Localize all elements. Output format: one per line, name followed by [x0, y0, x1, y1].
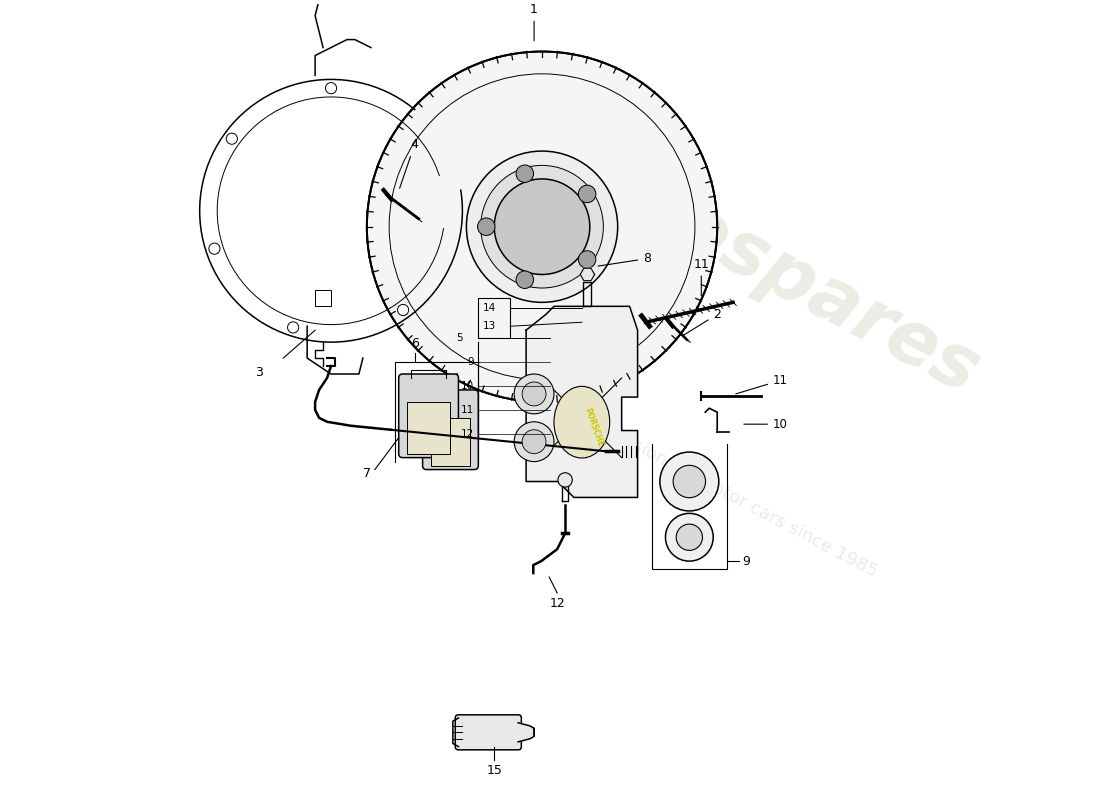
Circle shape — [673, 466, 705, 498]
Text: eurospares: eurospares — [539, 123, 991, 410]
FancyBboxPatch shape — [455, 715, 521, 750]
FancyBboxPatch shape — [422, 390, 478, 470]
Polygon shape — [581, 268, 595, 281]
Circle shape — [516, 165, 534, 182]
Text: 15: 15 — [486, 764, 503, 777]
Circle shape — [397, 305, 409, 315]
Bar — [478, 298, 510, 338]
Text: 8: 8 — [598, 252, 651, 266]
Circle shape — [660, 452, 718, 511]
FancyBboxPatch shape — [398, 374, 459, 458]
Bar — [407, 402, 451, 454]
Circle shape — [516, 271, 534, 289]
Bar — [430, 418, 471, 466]
Text: 9: 9 — [468, 357, 474, 367]
Text: 12: 12 — [461, 429, 474, 438]
Polygon shape — [526, 306, 638, 498]
Text: 6: 6 — [410, 337, 419, 350]
Circle shape — [514, 422, 554, 462]
Circle shape — [227, 133, 238, 144]
Text: 9: 9 — [742, 554, 750, 568]
Circle shape — [367, 51, 717, 402]
Circle shape — [558, 473, 572, 487]
Text: 10: 10 — [744, 418, 788, 430]
Text: 10: 10 — [461, 381, 474, 391]
Circle shape — [579, 185, 596, 202]
Ellipse shape — [554, 386, 609, 458]
Circle shape — [514, 374, 554, 414]
Circle shape — [466, 151, 618, 302]
Text: 13: 13 — [482, 322, 496, 331]
Text: 3: 3 — [255, 366, 263, 379]
Circle shape — [481, 166, 603, 288]
Bar — [315, 290, 331, 306]
Text: 11: 11 — [693, 258, 710, 295]
Circle shape — [579, 250, 596, 268]
Text: 2: 2 — [684, 308, 722, 335]
Circle shape — [522, 430, 546, 454]
Text: 12: 12 — [549, 597, 565, 610]
Circle shape — [477, 218, 495, 235]
Text: 11: 11 — [736, 374, 788, 394]
Circle shape — [494, 179, 590, 274]
Text: a passion for motor cars since 1985: a passion for motor cars since 1985 — [586, 414, 880, 582]
Circle shape — [522, 382, 546, 406]
Circle shape — [676, 524, 703, 550]
Polygon shape — [518, 722, 535, 742]
Text: 7: 7 — [363, 467, 371, 480]
Text: 5: 5 — [455, 333, 462, 343]
Circle shape — [666, 514, 713, 561]
Text: 4: 4 — [399, 138, 419, 188]
Text: 14: 14 — [482, 303, 496, 313]
Circle shape — [287, 322, 299, 333]
Text: PORSCHE: PORSCHE — [583, 406, 605, 448]
Circle shape — [326, 82, 337, 94]
Circle shape — [209, 243, 220, 254]
Text: 11: 11 — [461, 405, 474, 415]
Text: 1: 1 — [530, 2, 538, 41]
